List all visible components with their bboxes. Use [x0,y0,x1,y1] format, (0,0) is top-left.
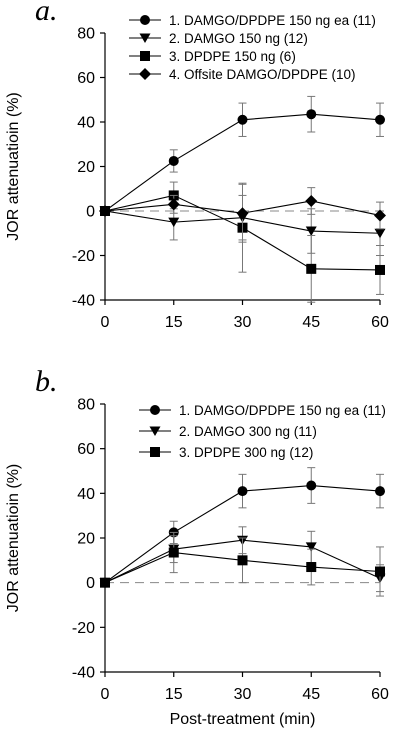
panel-b: b. -40 -20 0 20 40 60 80 0 15 30 45 60 JOR attenuatio… [5,365,389,728]
legend-marker [150,447,160,457]
y-tick-label: -40 [72,665,95,682]
data-point [306,109,317,120]
legend-marker [139,68,151,80]
data-point [100,577,110,588]
legend: 1. DAMGO/DPDPE 150 ng ea (11) 2. DAMGO 15… [129,13,376,82]
data-point [305,194,318,207]
data-point [237,114,248,125]
data-point [375,566,385,577]
legend-label: 2. DAMGO 150 ng (12) [169,31,308,46]
y-tick-label: 40 [77,486,95,503]
y-tick-label: 20 [77,531,95,548]
data-point [237,486,248,497]
data-point [306,263,317,274]
panel-a: a. -40 -20 0 20 40 60 80 0 15 30 45 60 JOR attenuatio… [5,0,389,331]
y-axis-title: JOR attenuatioin (%) [5,92,22,241]
x-tick-label: 0 [101,686,110,703]
legend-marker [140,51,150,61]
data-point [306,480,317,491]
x-tick-label: 15 [165,686,183,703]
x-tick-label: 45 [302,314,320,331]
y-tick-label: 0 [86,575,95,592]
data-point [305,542,317,552]
data-point [168,217,180,228]
series-4 [99,183,386,243]
data-point [306,562,317,573]
y-tick-label: -20 [72,248,95,265]
data-point [375,114,385,125]
data-point [99,205,111,217]
x-tick-label: 45 [302,686,320,703]
data-point [374,209,386,222]
x-tick-label: 60 [371,686,389,703]
x-tick-label: 30 [234,686,252,703]
legend-label: 1. DAMGO/DPDPE 150 ng ea (11) [169,13,376,28]
x-tick-label: 0 [101,314,110,331]
x-tick-label: 60 [371,314,389,331]
y-tick-label: 20 [77,159,95,176]
data-point [237,555,248,566]
series-3 [100,531,385,597]
x-axis-title: Post-treatment (min) [170,711,316,728]
legend-label: 3. DPDPE 150 ng (6) [169,49,296,64]
legend-label: 3. DPDPE 300 ng (12) [179,445,313,460]
y-tick-label: 60 [77,70,95,87]
legend-label: 1. DAMGO/DPDPE 150 ng ea (11) [179,403,386,418]
legend: 1. DAMGO/DPDPE 150 ng ea (11) 2. DAMGO 30… [139,403,386,460]
legend-label: 4. Offsite DAMGO/DPDPE (10) [169,67,356,82]
legend-label: 2. DAMGO 300 ng (11) [179,424,317,439]
y-axis-title: JOR attenuatioin (%) [5,464,22,613]
y-tick-label: 0 [86,204,95,221]
data-point [236,207,249,220]
data-point [375,264,385,275]
y-tick-label: -20 [72,620,95,637]
y-tick-label: 40 [77,115,95,132]
data-point [168,155,179,166]
data-point [168,547,179,558]
legend-marker [140,15,150,25]
data-point [305,226,317,237]
panel-letter: a. [35,0,58,27]
y-tick-label: 80 [77,397,95,414]
x-tick-label: 15 [165,314,183,331]
y-tick-label: -40 [72,293,95,310]
legend-marker [150,405,160,415]
legend-marker [139,33,151,43]
data-point [375,486,385,497]
data-point [167,198,180,211]
y-tick-label: 80 [77,26,95,43]
legend-marker [149,426,161,436]
data-point [374,228,386,239]
y-tick-label: 60 [77,441,95,458]
x-tick-label: 30 [234,314,252,331]
panel-letter: b. [35,365,58,398]
